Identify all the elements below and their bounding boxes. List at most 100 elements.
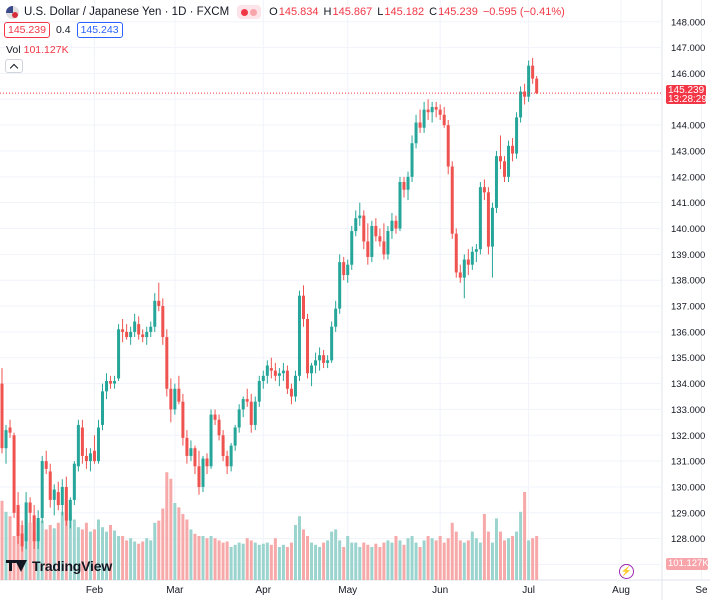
volume-bar: [394, 536, 398, 580]
volume-bar: [450, 522, 454, 580]
last-price-value: 145.239: [668, 85, 705, 96]
volume-bar: [306, 536, 310, 580]
volume-bar: [233, 544, 237, 580]
volume-bar: [523, 492, 527, 580]
candle-body: [80, 427, 84, 456]
volume-bar: [52, 528, 56, 580]
candle-body: [297, 295, 301, 376]
time-tick-label: Mar: [166, 585, 184, 596]
candle-body: [64, 486, 68, 521]
price-tick-label: 134.000: [671, 379, 705, 390]
candle-body: [277, 373, 281, 376]
volume-bar: [181, 514, 185, 580]
candle-body: [137, 324, 141, 335]
symbol-title[interactable]: U.S. Dollar / Japanese Yen · 1D · FXCM: [24, 6, 230, 18]
candle-body: [450, 166, 454, 234]
volume-bar: [486, 531, 490, 580]
volume-bar: [24, 527, 28, 580]
volume-legend[interactable]: Vol 101.127K: [6, 44, 69, 56]
candle-body: [310, 365, 314, 374]
volume-bar: [0, 500, 4, 580]
candle-body: [470, 251, 474, 265]
volume-bar: [426, 536, 430, 580]
sell-price-button[interactable]: 145.239: [4, 22, 50, 38]
market-status-icon[interactable]: [237, 5, 262, 19]
volume-bar: [48, 525, 52, 580]
bar-countdown: 13:28:29: [668, 94, 707, 105]
volume-bar: [478, 542, 482, 580]
candle-body: [454, 233, 458, 273]
volume-bar: [213, 538, 217, 580]
volume-bar: [101, 527, 104, 580]
ohlc-open: O145.834: [269, 6, 319, 18]
volume-bar: [249, 540, 253, 580]
candle-body: [366, 241, 370, 257]
candle-body: [205, 458, 209, 467]
volume-bar: [446, 538, 450, 580]
volume-bar: [386, 540, 390, 580]
candle-body: [36, 517, 40, 542]
candle-body: [414, 122, 418, 144]
candle-body: [281, 370, 285, 374]
volume-bar: [253, 542, 257, 580]
candle-body: [338, 262, 342, 309]
volume-bar: [490, 542, 494, 580]
symbol-header: U.S. Dollar / Japanese Yen · 1D · FXCM O…: [6, 4, 570, 20]
collapse-legend-button[interactable]: [5, 59, 23, 73]
time-axis[interactable]: Feb Mar Apr May Jun Jul Aug Se: [86, 585, 708, 596]
lightning-icon[interactable]: ⚡: [619, 564, 634, 579]
volume-bar: [145, 538, 149, 580]
volume-bar: [157, 520, 161, 580]
candle-body: [462, 259, 466, 278]
volume-bar: [378, 547, 382, 580]
volume-bar: [482, 514, 486, 580]
price-tick-label: 137.000: [671, 302, 705, 313]
volume-bar: [161, 508, 165, 580]
volume-bar: [28, 522, 32, 580]
volume-bar: [474, 538, 478, 580]
candle-body: [326, 360, 330, 363]
price-tick-label: 129.000: [671, 508, 705, 519]
volume-bar: [494, 518, 498, 580]
volume-bar: [229, 547, 233, 580]
candle-body: [237, 409, 241, 428]
candle-body: [28, 502, 32, 513]
last-price-label: 145.239 13:28:29: [666, 85, 707, 105]
candle-body: [117, 329, 121, 379]
volume-bar: [314, 544, 318, 580]
candle-body: [181, 401, 185, 438]
volume-bar: [330, 531, 334, 580]
volume-bar: [434, 540, 438, 580]
volume-bar: [177, 507, 181, 580]
candle-body: [265, 365, 269, 376]
volume-bar: [342, 547, 346, 580]
candle-body: [378, 236, 382, 242]
candle-body: [438, 109, 442, 115]
candle-body: [422, 109, 426, 128]
candle-body: [474, 249, 478, 252]
candlesticks: [0, 57, 539, 552]
candle-body: [458, 272, 462, 278]
candle-body: [535, 78, 539, 94]
volume-bar: [193, 533, 197, 580]
volume-bar: [318, 547, 322, 580]
volume-bar: [245, 538, 249, 580]
volume-bar: [273, 538, 277, 580]
candle-body: [434, 107, 438, 110]
buy-price-button[interactable]: 145.243: [76, 22, 123, 38]
volume-bar: [72, 519, 76, 580]
price-tick-label: 147.000: [671, 43, 705, 54]
candle-body: [482, 187, 486, 193]
volume-bar: [173, 503, 177, 580]
candle-body: [390, 220, 394, 232]
volume-bar: [125, 540, 129, 580]
candle-body: [48, 471, 52, 500]
volume-bar: [326, 540, 330, 580]
tradingview-logo[interactable]: TradingView: [6, 558, 112, 574]
volume-bar: [241, 543, 245, 580]
candle-body: [398, 181, 402, 229]
volume-bar: [406, 538, 410, 580]
candle-body: [149, 326, 153, 332]
